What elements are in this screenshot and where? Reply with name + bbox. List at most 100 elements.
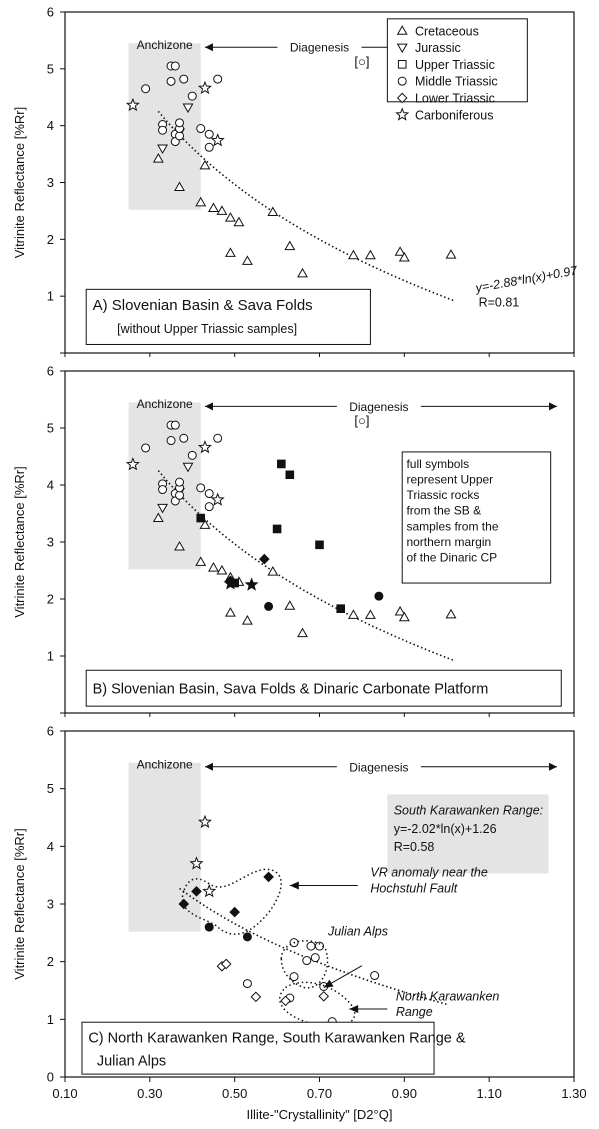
note-line: of the Dinaric CP xyxy=(406,551,497,565)
anchizone-band xyxy=(128,762,201,932)
triangle-down-point xyxy=(157,503,169,514)
circle-point xyxy=(204,502,214,512)
diamond-point xyxy=(250,991,262,1003)
legend-triangle-up-icon xyxy=(396,25,408,35)
x-tick-label: 0.70 xyxy=(307,1086,332,1101)
vr-anomaly-label: VR anomaly near the xyxy=(370,865,487,879)
y-tick-label: 5 xyxy=(47,781,54,796)
panel-title-box xyxy=(81,1021,435,1075)
triangle-up-point xyxy=(241,615,253,625)
triangle-up-point xyxy=(174,540,185,551)
y-axis-title: Vitrinite Reflectance [%Rr] xyxy=(12,828,27,980)
triangle-up-point xyxy=(224,247,236,257)
diagenesis-arrowhead-left xyxy=(204,402,213,411)
star-point xyxy=(210,133,225,147)
triangle-up-point xyxy=(445,608,457,619)
trend-curve xyxy=(157,110,456,302)
legend-box xyxy=(386,18,528,103)
diamond-point xyxy=(280,995,291,1007)
star-point xyxy=(197,440,212,454)
star-point xyxy=(125,97,140,112)
circle-point xyxy=(213,74,223,84)
x-tick-label: 0.50 xyxy=(222,1086,247,1101)
triangle-up-point xyxy=(398,611,410,622)
y-tick-label: 1 xyxy=(47,649,54,664)
circle-point xyxy=(179,433,189,443)
diagenesis-arrowhead-right xyxy=(549,762,558,771)
shared-x-axis: 0.10 0.30 0.50 0.70 0.90 1.10 1.30 Illite-"Crys… xyxy=(52,1086,586,1122)
trend-equation: y=-2.88*ln(x)+0.97 xyxy=(474,263,580,295)
fit-info-r: R=0.58 xyxy=(394,840,435,854)
circle-point xyxy=(289,972,299,982)
circle-point xyxy=(310,953,320,963)
fit-info-title: South Karawanken Range: xyxy=(394,804,543,818)
circle-point xyxy=(158,125,168,135)
julian-alps-label: Julian Alps xyxy=(327,925,388,939)
y-tick-label: 1 xyxy=(47,1012,54,1027)
filled-square-point xyxy=(196,513,206,523)
fit-info-box xyxy=(387,794,549,874)
filled-circle-point xyxy=(264,601,274,611)
star-point xyxy=(202,883,217,898)
anchizone-label: Anchizone xyxy=(137,397,193,411)
triangle-up-point xyxy=(241,255,253,265)
triangle-up-point xyxy=(174,181,185,191)
circle-point xyxy=(170,420,180,430)
x-tick-label: 0.10 xyxy=(52,1086,77,1101)
triangle-up-point xyxy=(216,564,228,575)
legend-triangle-down-icon xyxy=(396,43,408,54)
diagenesis-label: Diagenesis xyxy=(349,400,408,414)
diamond-point xyxy=(220,958,232,970)
anchizone-label: Anchizone xyxy=(137,38,193,52)
x-tick-label: 1.10 xyxy=(477,1086,502,1101)
filled-circle-point xyxy=(242,932,252,942)
y-tick-label: 5 xyxy=(47,61,54,76)
star-point xyxy=(125,457,140,471)
triangle-up-point xyxy=(347,609,359,619)
trend-curve xyxy=(157,470,456,662)
panel-title: B) Slovenian Basin, Sava Folds & Dinaric… xyxy=(93,682,489,698)
note-line: samples from the xyxy=(406,519,498,533)
x-tick-label: 0.30 xyxy=(137,1086,162,1101)
triangle-up-point xyxy=(224,212,236,222)
triangle-up-point xyxy=(364,249,376,260)
triangle-up-point xyxy=(445,249,457,259)
y-tick-label: 3 xyxy=(47,535,54,550)
y-tick-label: 4 xyxy=(47,118,54,133)
diagenesis-arrowhead-right xyxy=(549,402,558,411)
legend-label: Carboniferous xyxy=(415,108,494,122)
circle-point xyxy=(166,76,176,86)
y-tick-label: 2 xyxy=(47,232,54,247)
legend-label: Cretaceous xyxy=(415,24,479,38)
circle-point xyxy=(204,129,214,139)
triangle-up-point xyxy=(216,205,228,215)
circle-point xyxy=(187,91,197,101)
fit-info-equation: y=-2.02*ln(x)+1.26 xyxy=(394,822,497,836)
diagenesis-arrowhead-left xyxy=(204,43,213,52)
circle-point xyxy=(306,941,316,951)
triangle-up-point xyxy=(233,216,245,227)
legend-star-icon xyxy=(395,107,410,121)
legend-label: Upper Triassic xyxy=(415,58,495,72)
panel-title: C) North Karawanken Range, South Karawan… xyxy=(88,1030,466,1046)
circle-point xyxy=(170,61,180,71)
legend-circle-icon xyxy=(397,76,407,86)
vr-anomaly-label-2: Hochstuhl Fault xyxy=(370,881,457,895)
panel-c: 0 1 2 3 4 5 6 Vitrinite Reflectance [%Rr] Anchiz… xyxy=(12,724,575,1085)
filled-square-point xyxy=(277,459,286,469)
legend-label: Lower Triassic xyxy=(415,91,495,105)
filled-square-point xyxy=(315,540,324,550)
north-karawanken-arrow-head xyxy=(349,1004,359,1013)
circle-point xyxy=(175,118,185,128)
triangle-up-point xyxy=(267,206,279,217)
filled-diamond-point xyxy=(191,886,202,897)
triangle-up-point xyxy=(199,519,211,529)
diamond-point xyxy=(318,990,330,1002)
note-line: full symbols xyxy=(406,457,469,471)
triangle-down-point xyxy=(157,144,169,155)
star-point xyxy=(197,814,212,829)
y-tick-label: 4 xyxy=(47,839,54,854)
triangle-up-point xyxy=(199,159,211,170)
y-axis-title: Vitrinite Reflectance [%Rr] xyxy=(12,107,27,259)
